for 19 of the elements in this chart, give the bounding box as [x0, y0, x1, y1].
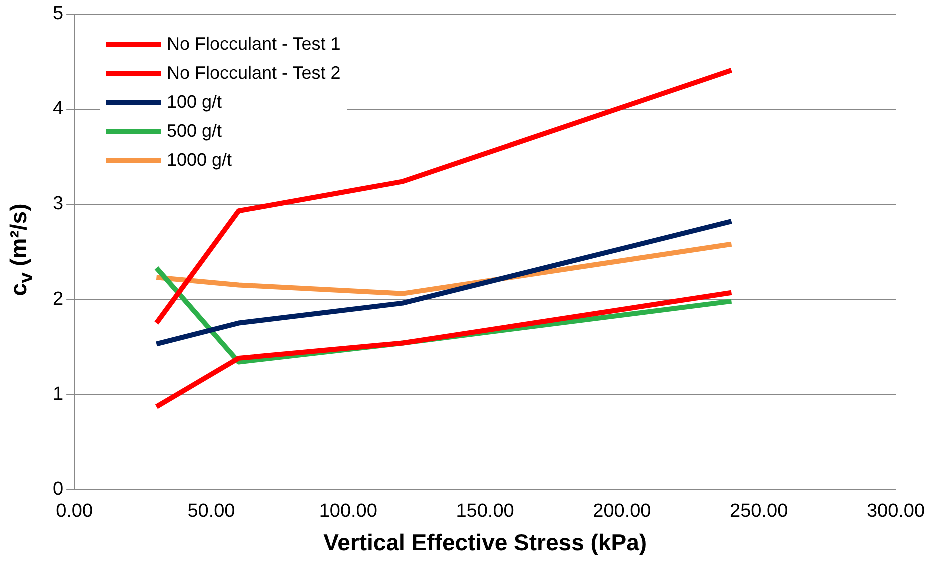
y-tick-label: 5 [52, 4, 64, 25]
y-tick-label: 4 [52, 98, 64, 120]
y-tick-label: 2 [52, 288, 64, 310]
legend-label: No Flocculant - Test 2 [167, 63, 341, 84]
y-tick-label: 1 [52, 384, 64, 405]
legend-label: 500 g/t [167, 121, 222, 142]
y-tick-label: 0 [52, 478, 64, 500]
x-tick-label: 200.00 [593, 501, 652, 522]
legend-label: 100 g/t [167, 92, 222, 113]
x-tick-label: 100.00 [319, 501, 378, 522]
legend-label: 1000 g/t [167, 150, 232, 171]
y-tick-label: 3 [52, 194, 64, 215]
x-tick-label: 50.00 [188, 501, 236, 522]
x-tick-label: 300.00 [866, 501, 926, 522]
x-tick-label: 250.00 [730, 501, 788, 522]
x-tick-label: 0.00 [56, 501, 94, 522]
legend-label: No Flocculant - Test 1 [167, 34, 341, 55]
x-axis-title: Vertical Effective Stress (kPa) [324, 530, 648, 556]
x-tick-label: 150.00 [456, 501, 514, 522]
